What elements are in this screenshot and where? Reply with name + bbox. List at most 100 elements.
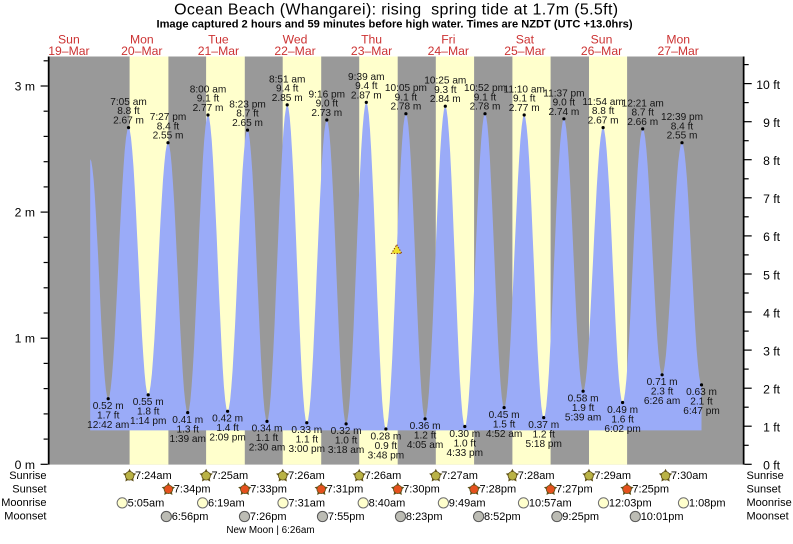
svg-text:1.7 ft: 1.7 ft	[97, 411, 120, 422]
svg-text:3:18 am: 3:18 am	[328, 445, 364, 456]
svg-text:Ocean Beach (Whangarei): risin: Ocean Beach (Whangarei): rising spring t…	[174, 1, 618, 18]
svg-text:Mon: Mon	[666, 33, 690, 47]
svg-text:7:26am: 7:26am	[365, 470, 402, 482]
svg-text:0.52 m: 0.52 m	[93, 401, 124, 412]
svg-text:1.1 ft: 1.1 ft	[256, 433, 279, 444]
svg-text:7:31am: 7:31am	[288, 497, 325, 509]
svg-text:12:21 am: 12:21 am	[622, 98, 664, 109]
svg-text:11:54 am: 11:54 am	[582, 97, 623, 108]
svg-text:8.8 ft: 8.8 ft	[117, 106, 140, 117]
svg-text:1 ft: 1 ft	[763, 421, 781, 435]
svg-text:6:02 pm: 6:02 pm	[604, 424, 640, 435]
svg-text:4 ft: 4 ft	[763, 306, 781, 320]
svg-text:12:42 am: 12:42 am	[87, 420, 129, 431]
svg-text:2 ft: 2 ft	[763, 383, 781, 397]
svg-text:0 ft: 0 ft	[763, 459, 781, 473]
svg-text:7:30pm: 7:30pm	[403, 484, 440, 496]
svg-text:7:24am: 7:24am	[135, 470, 172, 482]
svg-text:Sunset: Sunset	[747, 483, 781, 495]
svg-text:1.3 ft: 1.3 ft	[176, 424, 199, 435]
svg-text:6:47 pm: 6:47 pm	[683, 406, 719, 417]
svg-text:Moonset: Moonset	[747, 511, 789, 523]
svg-text:1.5 ft: 1.5 ft	[493, 419, 516, 430]
svg-text:10:25 am: 10:25 am	[424, 76, 466, 87]
svg-text:0.63 m: 0.63 m	[686, 387, 717, 398]
svg-text:3:00 pm: 3:00 pm	[289, 444, 325, 455]
svg-text:0.28 m: 0.28 m	[370, 431, 401, 442]
svg-text:6:26 am: 6:26 am	[644, 396, 680, 407]
svg-text:27–Mar: 27–Mar	[658, 44, 699, 58]
svg-text:26–Mar: 26–Mar	[581, 44, 622, 58]
svg-text:5:18 pm: 5:18 pm	[525, 439, 561, 450]
svg-text:8:00 am: 8:00 am	[190, 85, 226, 96]
svg-text:1.2 ft: 1.2 ft	[414, 431, 437, 442]
svg-text:8:40am: 8:40am	[369, 497, 406, 509]
svg-text:2.84 m: 2.84 m	[430, 94, 461, 105]
svg-text:10:01pm: 10:01pm	[641, 511, 684, 523]
svg-text:5:05am: 5:05am	[128, 497, 165, 509]
svg-text:1 m: 1 m	[15, 332, 35, 346]
svg-text:9.1 ft: 9.1 ft	[513, 94, 536, 105]
svg-text:Sunrise: Sunrise	[9, 470, 46, 482]
svg-text:2:30 am: 2:30 am	[249, 443, 285, 454]
svg-text:7:55pm: 7:55pm	[328, 511, 365, 523]
svg-text:Moonset: Moonset	[4, 511, 46, 523]
svg-text:9.1 ft: 9.1 ft	[197, 94, 220, 105]
svg-text:1.4 ft: 1.4 ft	[216, 423, 239, 434]
svg-text:9.0 ft: 9.0 ft	[553, 97, 576, 108]
svg-text:9.3 ft: 9.3 ft	[434, 85, 457, 96]
svg-text:2.87 m: 2.87 m	[351, 90, 382, 101]
svg-text:0.34 m: 0.34 m	[252, 424, 283, 435]
svg-text:10:52 pm: 10:52 pm	[464, 83, 506, 94]
svg-text:0.30 m: 0.30 m	[449, 429, 480, 440]
svg-text:0.9 ft: 0.9 ft	[375, 441, 398, 452]
svg-text:Fri: Fri	[441, 33, 455, 47]
svg-text:5 ft: 5 ft	[763, 268, 781, 282]
svg-text:9:49am: 9:49am	[449, 497, 486, 509]
svg-text:Sun: Sun	[58, 33, 80, 47]
svg-text:8.4 ft: 8.4 ft	[157, 121, 180, 132]
svg-text:Moonrise: Moonrise	[1, 497, 46, 509]
svg-text:2 m: 2 m	[15, 206, 35, 220]
svg-text:7:26pm: 7:26pm	[250, 511, 287, 523]
svg-text:Image captured 2 hours and 59: Image captured 2 hours and 59 minutes be…	[156, 18, 632, 30]
svg-text:Sat: Sat	[516, 33, 535, 47]
svg-text:2.73 m: 2.73 m	[311, 108, 342, 119]
svg-text:2.77 m: 2.77 m	[509, 103, 540, 114]
svg-text:7:28am: 7:28am	[518, 470, 555, 482]
svg-text:1:08pm: 1:08pm	[689, 497, 726, 509]
svg-text:3 ft: 3 ft	[763, 344, 781, 358]
svg-text:0.41 m: 0.41 m	[172, 415, 203, 426]
svg-text:2.65 m: 2.65 m	[232, 118, 263, 129]
svg-text:4:52 am: 4:52 am	[486, 429, 522, 440]
svg-text:8.4 ft: 8.4 ft	[671, 121, 694, 132]
svg-text:10 ft: 10 ft	[756, 78, 780, 92]
svg-text:0.32 m: 0.32 m	[331, 426, 362, 437]
svg-text:2.74 m: 2.74 m	[548, 107, 579, 118]
svg-text:2.67 m: 2.67 m	[588, 116, 619, 127]
svg-text:1:39 am: 1:39 am	[169, 434, 205, 445]
svg-text:8:51 am: 8:51 am	[269, 74, 305, 85]
svg-text:11:10 am: 11:10 am	[504, 85, 545, 96]
svg-text:8 ft: 8 ft	[763, 154, 781, 168]
svg-text:Moonrise: Moonrise	[747, 497, 792, 509]
svg-text:5:39 am: 5:39 am	[565, 413, 601, 424]
svg-text:Tue: Tue	[208, 33, 229, 47]
svg-text:7:26am: 7:26am	[288, 470, 325, 482]
svg-text:9 ft: 9 ft	[763, 116, 781, 130]
svg-text:1.6 ft: 1.6 ft	[611, 414, 634, 425]
svg-text:2.55 m: 2.55 m	[153, 131, 184, 142]
svg-text:1.9 ft: 1.9 ft	[572, 403, 595, 414]
svg-text:9.4 ft: 9.4 ft	[355, 81, 378, 92]
svg-text:3 m: 3 m	[15, 80, 35, 94]
svg-text:7:05 am: 7:05 am	[110, 97, 146, 108]
svg-text:7:30am: 7:30am	[671, 470, 708, 482]
svg-text:6:19am: 6:19am	[208, 497, 245, 509]
svg-text:7:25am: 7:25am	[212, 470, 249, 482]
svg-text:20–Mar: 20–Mar	[121, 44, 162, 58]
svg-text:9:16 pm: 9:16 pm	[309, 90, 345, 101]
svg-text:9.0 ft: 9.0 ft	[316, 99, 339, 110]
svg-text:7:27pm: 7:27pm	[556, 484, 593, 496]
svg-text:0.33 m: 0.33 m	[291, 425, 322, 436]
svg-text:0.45 m: 0.45 m	[489, 410, 520, 421]
